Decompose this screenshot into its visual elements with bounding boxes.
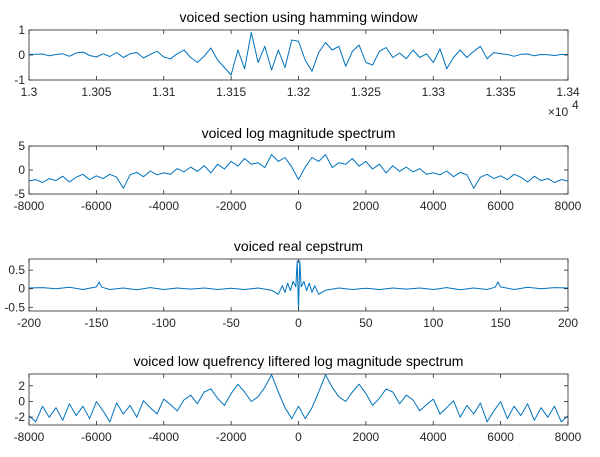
x-tick-label: 8000: [555, 199, 582, 213]
y-tick-label: 0: [18, 163, 25, 177]
x-tick-label: -8000: [14, 199, 45, 213]
x-tick-label: 150: [491, 316, 511, 330]
x-tick-label: -4000: [148, 430, 179, 444]
x-tick-label: 1.325: [351, 85, 381, 99]
x-tick-label: -4000: [148, 199, 179, 213]
chart-title: voiced log magnitude spectrum: [202, 125, 396, 141]
x-tick-label: 1.33: [422, 85, 446, 99]
y-tick-label: 0: [18, 282, 25, 296]
x-tick-label: 200: [558, 316, 578, 330]
x-tick-label: 2000: [353, 430, 380, 444]
subplot-4: voiced low quefrency liftered log magnit…: [14, 353, 582, 444]
x-exponent-label: ×10: [548, 105, 569, 119]
x-tick-label: -6000: [81, 430, 112, 444]
subplot-3: voiced real cepstrum -200 -150 -100 -50 0 50 10…: [4, 238, 578, 330]
x-tick-label: 1.32: [287, 85, 311, 99]
axes-box: [28, 29, 569, 81]
x-tick-label: 6000: [487, 199, 514, 213]
subplot-2: voiced log magnitude spectrum -8000 -6000 -…: [14, 125, 582, 213]
x-exponent-power: 4: [572, 98, 579, 112]
x-tick-label: -50: [222, 316, 240, 330]
x-tick-label: 1.34: [556, 85, 580, 99]
x-tick-label: 100: [423, 316, 443, 330]
y-tick-label: 1: [18, 23, 25, 37]
y-tick-label: 2: [18, 379, 25, 393]
x-tick-label: 1.315: [216, 85, 246, 99]
x-tick-label: 8000: [555, 430, 582, 444]
x-tick-label: -150: [84, 316, 108, 330]
x-tick-label: -200: [17, 316, 41, 330]
y-tick-label: -5: [14, 187, 25, 201]
x-tick-label: 2000: [353, 199, 380, 213]
x-tick-label: -2000: [216, 430, 247, 444]
chart-title: voiced low quefrency liftered log magnit…: [134, 353, 464, 369]
chart-title: voiced section using hamming window: [179, 9, 418, 25]
x-tick-label: -8000: [14, 430, 45, 444]
x-tick-label: 4000: [420, 430, 447, 444]
x-tick-label: 1.305: [81, 85, 111, 99]
x-tick-label: 50: [359, 316, 373, 330]
series-line: [29, 32, 568, 76]
x-tick-label: 1.3: [21, 85, 38, 99]
y-tick-label: -1: [14, 73, 25, 87]
x-tick-label: -2000: [216, 199, 247, 213]
x-tick-label: 1.335: [486, 85, 516, 99]
axes-box: [28, 145, 569, 195]
x-tick-label: 6000: [487, 430, 514, 444]
y-tick-label: -0.5: [4, 300, 25, 314]
series-line: [29, 374, 568, 423]
y-tick-label: 0: [18, 48, 25, 62]
x-tick-label: 0: [295, 199, 302, 213]
x-tick-label: -100: [152, 316, 176, 330]
x-tick-label: 0: [295, 430, 302, 444]
y-tick-label: 0.5: [8, 263, 25, 277]
x-tick-label: 0: [295, 316, 302, 330]
y-tick-label: 0: [18, 394, 25, 408]
chart-title: voiced real cepstrum: [234, 238, 363, 254]
axes-box: [28, 373, 569, 426]
y-tick-label: 5: [18, 139, 25, 153]
x-tick-label: 1.31: [152, 85, 176, 99]
x-tick-label: -6000: [81, 199, 112, 213]
subplot-1: voiced section using hamming window 1.3 1.…: [14, 9, 580, 119]
series-line: [29, 154, 568, 189]
y-tick-label: -2: [14, 410, 25, 424]
x-tick-label: 4000: [420, 199, 447, 213]
